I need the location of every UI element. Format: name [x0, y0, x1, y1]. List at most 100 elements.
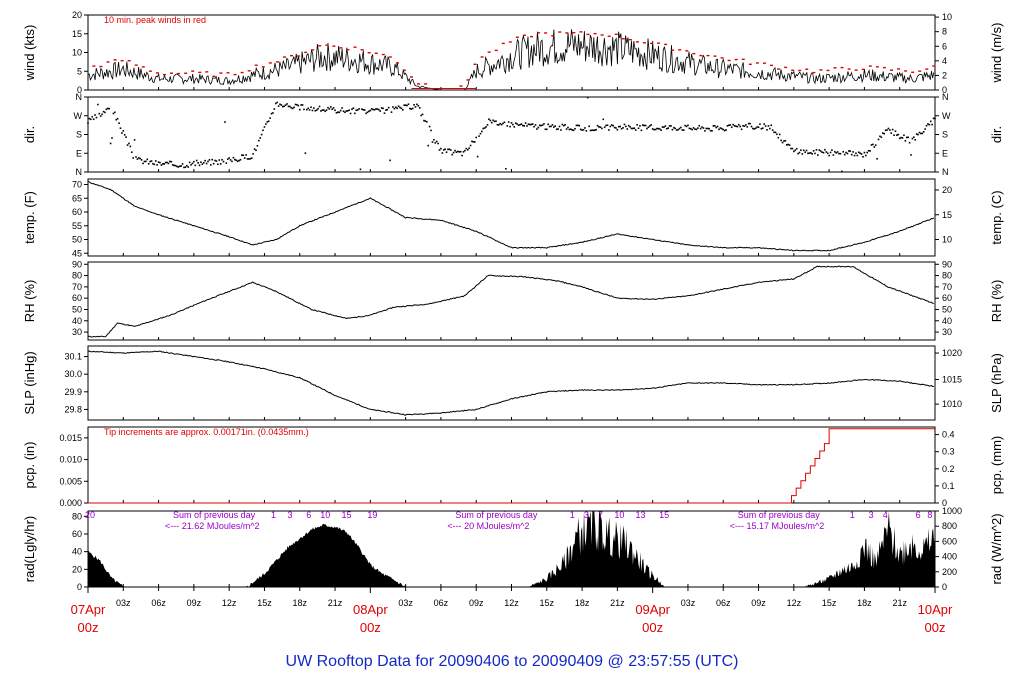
dir-point	[123, 134, 126, 136]
dir-point	[280, 104, 283, 106]
dir-point	[812, 150, 815, 152]
dir-point	[860, 153, 863, 155]
x-tick-label: 15z	[540, 598, 555, 608]
dir-point	[625, 125, 627, 128]
wind-peak-point	[177, 72, 181, 75]
dir-point	[639, 124, 641, 127]
dir-point	[143, 160, 146, 163]
rad-sum-line2: <--- 20 MJoules/m^2	[447, 521, 529, 531]
x-tick-label: 06z	[434, 598, 449, 608]
dir-point	[468, 147, 470, 149]
dir-point	[554, 125, 557, 127]
dir-point	[430, 129, 432, 132]
dir-point	[171, 164, 174, 166]
dir-point	[555, 128, 558, 131]
dir-point	[898, 137, 901, 140]
dir-point	[135, 156, 137, 158]
wind-peak-point	[784, 66, 788, 69]
wind-peak-point	[240, 71, 244, 74]
dir-point	[437, 142, 439, 145]
dir-point	[270, 112, 273, 115]
dir-point	[156, 164, 158, 166]
dir-point	[269, 117, 271, 119]
rad-hour-label: 7	[598, 510, 603, 520]
dir-point	[524, 122, 527, 124]
dir-point	[805, 149, 808, 152]
dir-point	[338, 111, 341, 114]
dir-point	[533, 125, 535, 128]
dir-point	[255, 149, 257, 152]
dir-point	[915, 133, 918, 135]
wind-peak-point	[304, 51, 308, 54]
pcp-y-tick-label-left: 0.010	[59, 455, 82, 465]
dir-point	[483, 127, 486, 129]
dir-point	[848, 150, 850, 152]
dir-point	[490, 121, 493, 124]
pcp-y-tick-label-right: 0.1	[942, 481, 955, 491]
dir-y-tick-label-right: E	[942, 148, 948, 158]
dir-point	[777, 136, 780, 139]
dir-point	[838, 152, 840, 155]
dir-point	[571, 129, 574, 131]
temp-frame	[87, 178, 936, 257]
wind-peak-point	[113, 59, 117, 61]
dir-point	[282, 105, 284, 108]
dir-point	[150, 160, 153, 162]
dir-point	[832, 154, 835, 156]
dir-point	[200, 161, 202, 163]
dir-point	[776, 133, 778, 136]
dir-point	[245, 154, 247, 156]
rh-y-tick-label-right: 60	[942, 293, 952, 303]
dir-point	[914, 139, 917, 141]
wind-y-tick-label-right: 10	[942, 12, 952, 22]
rad-y-tick-label-left: 0	[77, 582, 82, 592]
dir-point	[224, 121, 226, 123]
dir-point	[620, 127, 623, 130]
dir-point	[670, 125, 672, 127]
dir-point	[917, 133, 919, 136]
dir-point	[880, 136, 883, 139]
dir-point	[366, 111, 369, 114]
dir-point	[479, 132, 482, 135]
dir-y-tick-label-left: S	[76, 130, 82, 140]
dir-point	[588, 125, 590, 128]
dir-point	[630, 127, 633, 130]
dir-point	[301, 104, 304, 106]
dir-point	[331, 108, 334, 111]
wind-y-tick-label-left: 5	[77, 66, 82, 76]
dir-point	[735, 125, 737, 128]
wind-peak-point	[664, 43, 668, 46]
dir-point	[145, 160, 147, 163]
wind-peak-point	[212, 75, 216, 77]
pcp-y-tick-label-right: 0.2	[942, 464, 955, 474]
wind-peak-point	[325, 44, 329, 46]
dir-point	[341, 107, 343, 109]
dir-point	[489, 119, 492, 122]
dir-point	[91, 115, 94, 118]
dir-point	[866, 151, 869, 154]
dir-point	[934, 117, 936, 120]
temp-y-tick-label-left: 55	[72, 221, 82, 231]
wind-peak-point	[388, 56, 392, 58]
dir-point	[503, 121, 506, 124]
dir-point	[574, 127, 576, 130]
dir-point	[931, 123, 933, 126]
rad-sum-line2: <--- 15.17 MJoules/m^2	[730, 521, 825, 531]
dir-point	[109, 142, 112, 145]
wind-peak-point	[925, 68, 929, 70]
dir-point	[725, 129, 727, 131]
dir-point	[289, 105, 291, 108]
dir-point	[386, 108, 389, 111]
wind-peak-point	[769, 64, 773, 67]
dir-point	[183, 166, 185, 169]
dir-point	[678, 127, 681, 130]
dir-point	[159, 161, 161, 164]
dir-point	[114, 111, 116, 114]
dir-point	[932, 117, 935, 120]
wind-peak-point	[515, 36, 519, 38]
pcp-y-tick-label-right: 0.4	[942, 430, 955, 440]
rh-ylabel-right: RH (%)	[989, 280, 1004, 323]
dir-point	[801, 153, 804, 155]
wind-peak-point	[861, 68, 865, 71]
dir-point	[761, 127, 764, 129]
